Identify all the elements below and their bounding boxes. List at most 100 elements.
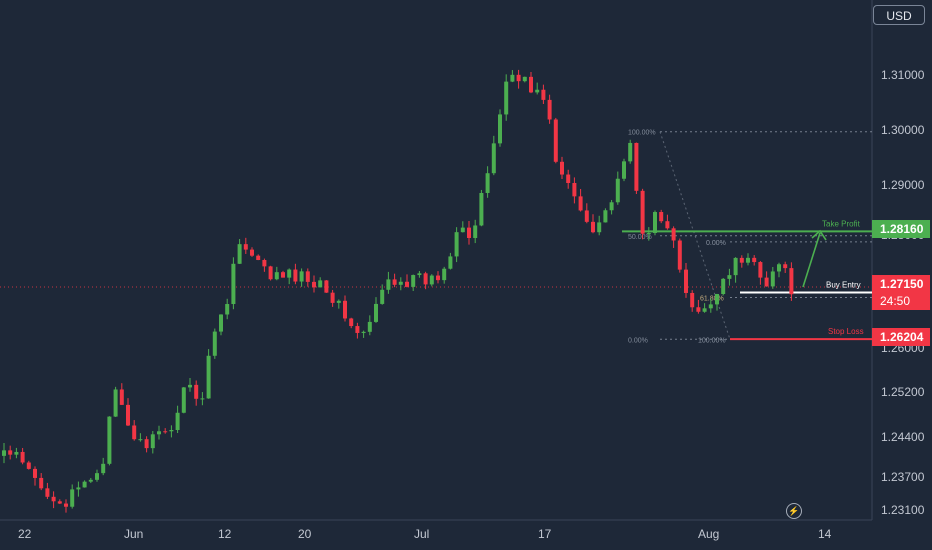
candle-body xyxy=(752,257,757,263)
candle-body xyxy=(57,501,62,504)
candle-body xyxy=(392,279,397,285)
candle-body xyxy=(715,294,719,305)
candle-body xyxy=(355,326,360,333)
candle-body xyxy=(349,318,354,327)
countdown-tag: 24:50 xyxy=(872,292,930,310)
candle-body xyxy=(684,269,688,293)
candle-body xyxy=(584,210,589,222)
candle-body xyxy=(76,487,81,490)
candle-body xyxy=(324,280,329,293)
candle-body xyxy=(45,488,50,497)
candle-body xyxy=(783,264,788,269)
candle-body xyxy=(132,425,137,440)
time-tick-label: 14 xyxy=(818,527,832,541)
currency-button[interactable]: USD xyxy=(873,5,925,25)
candle-body xyxy=(597,222,602,233)
candle-body xyxy=(522,76,527,82)
time-tick-label: Jul xyxy=(414,527,429,541)
candle-body xyxy=(330,292,335,303)
candle-body xyxy=(126,404,130,426)
time-axis: 22 Jun 12 20 Jul 17 Aug 14 xyxy=(18,527,832,541)
candle-body xyxy=(702,308,707,312)
candle-body xyxy=(454,232,459,257)
fib-level-label: 61.80% xyxy=(700,295,724,302)
candle-body xyxy=(281,272,285,278)
candle-body xyxy=(33,468,37,478)
price-tick-label: 1.30000 xyxy=(881,123,925,137)
candle-body xyxy=(26,462,31,469)
candle-body xyxy=(764,277,769,287)
candle-body xyxy=(615,178,620,203)
candle-body xyxy=(423,273,428,285)
candle-body xyxy=(181,387,186,413)
candle-body xyxy=(727,275,732,279)
candle-body xyxy=(578,196,583,211)
candle-body xyxy=(101,463,106,474)
candle-body xyxy=(677,240,682,270)
candle-body xyxy=(535,89,540,93)
candle-body xyxy=(640,190,645,234)
candle-body xyxy=(262,259,267,267)
fib-level-label: 0.00% xyxy=(628,337,648,344)
candle-body xyxy=(150,434,155,449)
candle-body xyxy=(479,192,484,226)
fib-level-label: 50.00% xyxy=(628,234,652,241)
candle-body xyxy=(789,268,794,295)
candle-body xyxy=(200,398,205,400)
candle-body xyxy=(119,389,124,405)
candle-body xyxy=(417,273,422,276)
candle-body xyxy=(268,266,273,280)
candle-body xyxy=(212,331,217,356)
candle-body xyxy=(646,232,651,234)
time-tick-label: 22 xyxy=(18,527,32,541)
candle-body xyxy=(287,269,292,278)
candle-body xyxy=(547,99,552,120)
candle-body xyxy=(380,289,385,304)
candle-body xyxy=(293,269,298,282)
price-tick-label: 1.31000 xyxy=(881,68,925,82)
candle-body xyxy=(721,278,726,295)
candle-body xyxy=(88,479,93,482)
candle-body xyxy=(770,271,775,287)
candle-body xyxy=(39,477,44,489)
candle-body xyxy=(305,271,310,282)
fib-trend-line xyxy=(659,131,731,340)
stop-loss-label: Stop Loss xyxy=(828,327,864,336)
candle-body xyxy=(498,114,502,144)
fib-level-label: 100.00% xyxy=(628,130,656,137)
candles-layer xyxy=(2,69,794,513)
candle-body xyxy=(510,74,515,82)
candle-body xyxy=(95,473,99,480)
fib-level-label: 100.00% xyxy=(698,337,726,344)
candle-body xyxy=(2,450,6,456)
candle-body xyxy=(225,304,230,315)
lightning-icon[interactable]: ⚡ xyxy=(786,503,802,519)
candle-body xyxy=(194,384,199,399)
candle-body xyxy=(8,450,13,455)
candle-body xyxy=(206,355,211,399)
candle-body xyxy=(566,174,571,183)
candle-body xyxy=(312,281,316,288)
candle-body xyxy=(188,384,192,388)
stop-loss-price-tag: 1.26204 xyxy=(872,328,930,346)
candle-body xyxy=(622,161,626,179)
candle-body xyxy=(671,228,676,241)
candle-body xyxy=(553,119,558,162)
candle-body xyxy=(386,279,391,290)
trade-levels-layer: Take Profit Buy Entry Stop Loss xyxy=(0,219,872,341)
candle-body xyxy=(485,173,490,193)
candle-body xyxy=(82,481,87,488)
projection-arrow-head xyxy=(811,229,827,241)
candle-body xyxy=(733,257,738,276)
candle-body xyxy=(634,142,639,191)
candle-body xyxy=(460,227,465,233)
price-tick-label: 1.29000 xyxy=(881,178,925,192)
buy-entry-label: Buy Entry xyxy=(826,281,861,290)
time-tick-label: 12 xyxy=(218,527,232,541)
candle-body xyxy=(690,292,695,308)
candle-body xyxy=(467,227,471,238)
candle-body xyxy=(665,221,670,229)
